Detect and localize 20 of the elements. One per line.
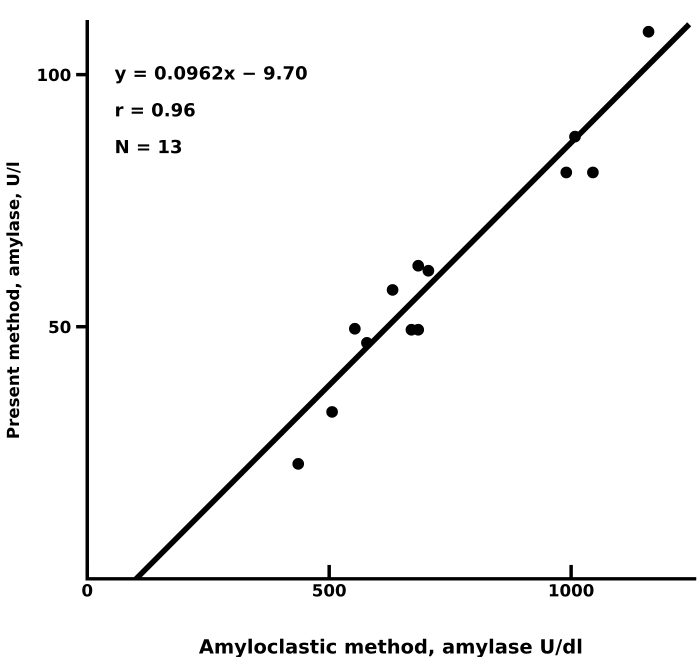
point bbox=[361, 337, 373, 349]
point bbox=[348, 322, 361, 335]
x-tick-label: 500 bbox=[313, 584, 346, 597]
point bbox=[386, 284, 398, 296]
point bbox=[326, 406, 338, 418]
x-tick-label: 0 bbox=[82, 584, 92, 597]
x-tick-label: 1000 bbox=[550, 584, 594, 597]
y-tick-label: 100 bbox=[38, 68, 70, 82]
annotation: y = 0.0962x − 9.70 bbox=[114, 66, 307, 84]
point bbox=[569, 130, 581, 142]
y-tick-label: 50 bbox=[49, 320, 70, 334]
point bbox=[292, 458, 304, 470]
annotation: r = 0.96 bbox=[116, 102, 195, 117]
point bbox=[560, 166, 572, 178]
point bbox=[642, 26, 654, 38]
point bbox=[422, 264, 434, 277]
point bbox=[587, 166, 599, 178]
annotation: N = 13 bbox=[116, 140, 182, 154]
point bbox=[412, 260, 424, 272]
y-axis-title: Present method, amylase, U/l bbox=[6, 162, 23, 438]
